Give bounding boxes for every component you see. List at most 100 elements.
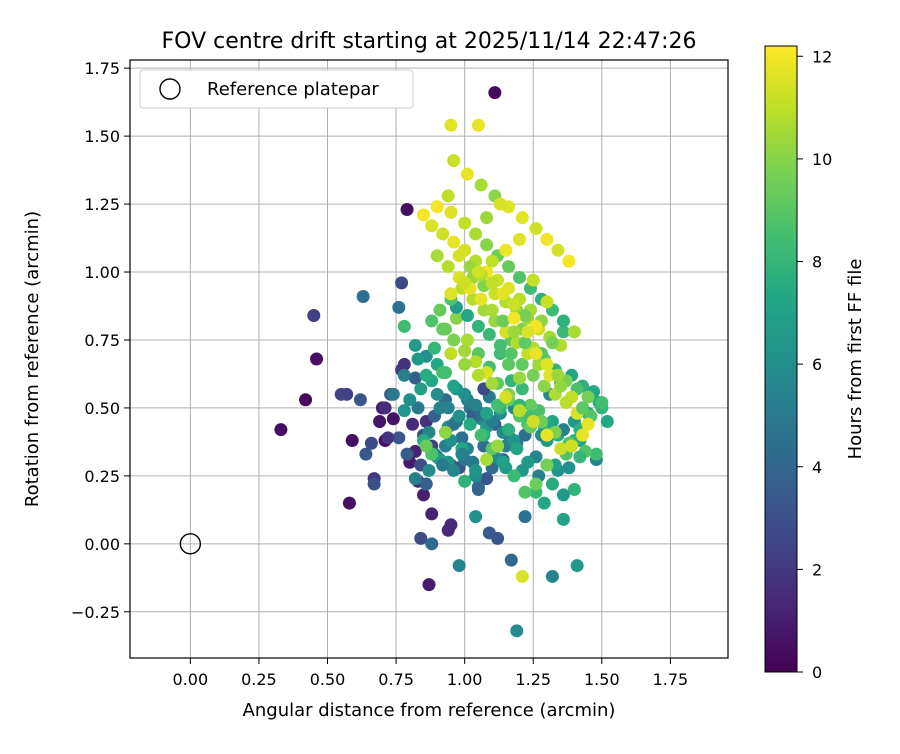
data-point [414,531,428,545]
colorbar-tick-label: 10 [812,150,832,169]
data-point [397,357,411,371]
legend-entry: Reference platepar [207,79,379,100]
data-point [458,474,472,488]
data-point [274,423,288,437]
data-point [493,338,507,352]
data-point [436,322,450,336]
data-point [419,368,433,382]
data-point [581,417,595,431]
data-point [488,86,502,100]
data-point [444,347,458,361]
data-point [444,205,458,219]
data-point [417,488,431,502]
colorbar-ticks: 0 2 4 6 8 10 12 [797,47,832,682]
data-point [482,328,496,342]
data-point [471,482,485,496]
data-point [576,401,590,415]
data-point [307,309,321,323]
y-tick-label: −0.25 [71,603,120,622]
colorbar-gradient [764,45,798,673]
data-point [359,447,373,461]
data-point [510,442,524,456]
data-point [425,219,439,233]
data-point [567,325,581,339]
y-axis-label: Rotation from reference (arcmin) [22,211,43,507]
data-point [458,216,472,230]
data-point [392,431,406,445]
data-point [441,401,455,415]
data-point [417,208,431,222]
data-point [556,512,570,526]
data-point [386,387,400,401]
data-point [589,447,603,461]
data-point [526,273,540,287]
data-point [400,203,414,216]
data-point [562,254,576,268]
x-tick-label: 0.00 [173,670,209,689]
data-point [523,398,537,412]
data-point [515,382,529,396]
data-point [447,463,461,477]
data-point [353,393,367,407]
data-point [576,428,590,442]
data-point [537,379,551,393]
data-point [460,333,474,347]
data-point [581,390,595,404]
data-point [425,507,439,521]
data-point [540,295,554,309]
data-point [485,276,499,290]
data-point [515,211,529,225]
data-point [447,333,461,347]
y-tick-label: 1.00 [84,263,120,282]
data-point [471,319,485,333]
data-point [471,368,485,382]
data-point [526,368,540,382]
data-point [444,118,458,132]
y-axis-ticks: −0.25 0.00 0.25 0.50 0.75 1.00 1.25 1.50 1.75 [71,59,130,622]
data-point [480,238,494,252]
y-tick-label: 0.25 [84,467,120,486]
data-point [334,387,348,401]
data-point [469,355,483,369]
data-point [570,559,584,573]
data-point [419,477,433,491]
data-points [274,86,614,638]
data-point [449,311,463,325]
data-point [469,510,483,524]
data-point [567,482,581,496]
data-point [491,398,505,412]
data-point [513,371,527,385]
data-point [310,352,324,366]
y-tick-label: 0.00 [84,535,120,554]
data-point [430,249,444,263]
data-point [469,398,483,412]
legend-box [139,69,414,109]
data-point [513,404,527,418]
data-point [491,531,505,545]
data-point [474,178,488,192]
data-point [540,428,554,442]
data-point [381,431,395,445]
chart-title: FOV centre drift starting at 2025/11/14 … [162,29,697,54]
data-point [455,447,469,461]
data-point [515,569,529,583]
data-point [551,368,565,382]
data-point [518,510,532,524]
data-point [554,379,568,393]
data-point [458,276,472,290]
x-axis-ticks: 0.00 0.25 0.50 0.75 1.00 1.25 1.50 1.75 [173,658,688,689]
data-point [491,439,505,453]
data-point [433,303,447,317]
data-point [545,477,559,491]
y-tick-label: 0.50 [84,399,120,418]
x-axis-label: Angular distance from reference (arcmin) [243,700,616,721]
data-point [518,485,532,499]
data-point [447,154,461,168]
x-tick-label: 0.75 [378,670,414,689]
data-point [573,450,587,464]
data-point [397,319,411,333]
colorbar-label: Hours from first FF file [845,259,866,460]
data-point [447,379,461,393]
data-point [406,417,420,431]
reference-platepar-point [179,533,202,555]
